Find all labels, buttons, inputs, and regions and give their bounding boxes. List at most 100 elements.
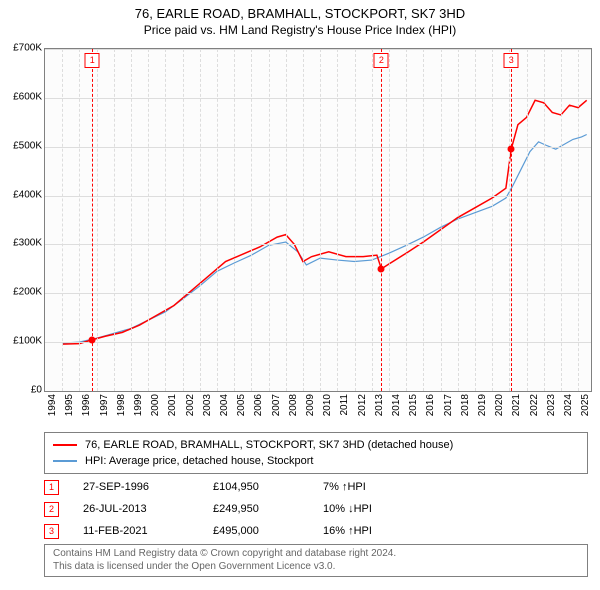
- sale-price: £495,000: [213, 525, 323, 537]
- y-tick-label: £100K: [4, 336, 42, 347]
- y-tick-label: £400K: [4, 189, 42, 200]
- chart-title: 76, EARLE ROAD, BRAMHALL, STOCKPORT, SK7…: [0, 6, 600, 21]
- legend-swatch: [53, 444, 77, 446]
- gridline-v: [561, 49, 562, 391]
- sale-row: 311-FEB-2021£495,00016%HPI: [44, 520, 443, 542]
- gridline-v: [303, 49, 304, 391]
- x-tick-label: 2004: [219, 394, 230, 424]
- gridline-v: [234, 49, 235, 391]
- sale-price: £249,950: [213, 503, 323, 515]
- sale-delta: 16%HPI: [323, 525, 443, 537]
- x-tick-label: 2005: [236, 394, 247, 424]
- gridline-v: [269, 49, 270, 391]
- sale-row-badge: 1: [44, 480, 59, 495]
- gridline-v: [337, 49, 338, 391]
- series-line: [62, 135, 587, 344]
- gridline-v: [423, 49, 424, 391]
- x-tick-label: 2023: [546, 394, 557, 424]
- legend-label: 76, EARLE ROAD, BRAMHALL, STOCKPORT, SK7…: [85, 439, 453, 451]
- gridline-v: [389, 49, 390, 391]
- sale-row: 2 26-JUL-2013£249,95010%HPI: [44, 498, 443, 520]
- gridline-v: [475, 49, 476, 391]
- x-tick-label: 2011: [339, 394, 350, 424]
- x-tick-label: 2014: [391, 394, 402, 424]
- sale-point-icon: [508, 146, 515, 153]
- series-line: [62, 100, 587, 344]
- gridline-v: [578, 49, 579, 391]
- x-tick-label: 2025: [580, 394, 591, 424]
- gridline-v: [441, 49, 442, 391]
- gridline-v: [183, 49, 184, 391]
- x-tick-label: 2020: [494, 394, 505, 424]
- gridline-v: [372, 49, 373, 391]
- sale-price: £104,950: [213, 481, 323, 493]
- legend-swatch: [53, 460, 77, 462]
- x-tick-label: 2000: [150, 394, 161, 424]
- chart-container: 76, EARLE ROAD, BRAMHALL, STOCKPORT, SK7…: [0, 0, 600, 590]
- gridline-v: [165, 49, 166, 391]
- gridline-v: [509, 49, 510, 391]
- gridline-v: [406, 49, 407, 391]
- plot-area: 123: [44, 48, 592, 392]
- sale-date: 26-JUL-2013: [83, 503, 213, 515]
- sale-marker-badge: 2: [374, 53, 389, 68]
- footer-line: Contains HM Land Registry data © Crown c…: [53, 548, 579, 561]
- x-tick-label: 2007: [271, 394, 282, 424]
- gridline-v: [79, 49, 80, 391]
- gridline-v: [217, 49, 218, 391]
- sale-row-badge: 2: [44, 502, 59, 517]
- gridline-v: [492, 49, 493, 391]
- x-tick-label: 2006: [253, 394, 264, 424]
- sale-marker-line: [511, 49, 512, 391]
- x-tick-label: 2016: [425, 394, 436, 424]
- sales-table: 1 27-SEP-1996£104,9507%HPI 2 26-JUL-2013£24…: [44, 476, 443, 542]
- legend-box: 76, EARLE ROAD, BRAMHALL, STOCKPORT, SK7…: [44, 432, 588, 474]
- sale-marker-line: [381, 49, 382, 391]
- sale-point-icon: [378, 265, 385, 272]
- gridline-v: [251, 49, 252, 391]
- x-tick-label: 2018: [460, 394, 471, 424]
- x-tick-label: 2002: [185, 394, 196, 424]
- chart-subtitle: Price paid vs. HM Land Registry's House …: [0, 23, 600, 37]
- gridline-v: [286, 49, 287, 391]
- x-tick-label: 1998: [116, 394, 127, 424]
- sale-point-icon: [89, 336, 96, 343]
- gridline-v: [62, 49, 63, 391]
- x-tick-label: 2021: [511, 394, 522, 424]
- x-tick-label: 1999: [133, 394, 144, 424]
- y-tick-label: £300K: [4, 238, 42, 249]
- y-tick-label: £0: [4, 385, 42, 396]
- x-tick-label: 2003: [202, 394, 213, 424]
- gridline-v: [355, 49, 356, 391]
- y-tick-label: £700K: [4, 43, 42, 54]
- title-block: 76, EARLE ROAD, BRAMHALL, STOCKPORT, SK7…: [0, 0, 600, 37]
- x-tick-label: 2008: [288, 394, 299, 424]
- sale-delta: 7%HPI: [323, 481, 443, 493]
- sale-date: 11-FEB-2021: [83, 525, 213, 537]
- x-tick-label: 2024: [563, 394, 574, 424]
- y-tick-label: £200K: [4, 287, 42, 298]
- gridline-v: [97, 49, 98, 391]
- x-tick-label: 2012: [357, 394, 368, 424]
- legend-item: 76, EARLE ROAD, BRAMHALL, STOCKPORT, SK7…: [53, 437, 579, 453]
- y-tick-label: £600K: [4, 91, 42, 102]
- x-tick-label: 1997: [99, 394, 110, 424]
- x-tick-label: 1995: [64, 394, 75, 424]
- gridline-v: [544, 49, 545, 391]
- gridline-v: [200, 49, 201, 391]
- legend-label: HPI: Average price, detached house, Stoc…: [85, 455, 314, 467]
- gridline-v: [527, 49, 528, 391]
- footer-attribution: Contains HM Land Registry data © Crown c…: [44, 544, 588, 577]
- gridline-v: [114, 49, 115, 391]
- sale-delta: 10%HPI: [323, 503, 443, 515]
- x-tick-label: 2022: [529, 394, 540, 424]
- x-tick-label: 2013: [374, 394, 385, 424]
- x-tick-label: 2001: [167, 394, 178, 424]
- gridline-v: [458, 49, 459, 391]
- x-tick-label: 2017: [443, 394, 454, 424]
- sale-date: 27-SEP-1996: [83, 481, 213, 493]
- y-tick-label: £500K: [4, 140, 42, 151]
- x-tick-label: 1994: [47, 394, 58, 424]
- x-tick-label: 2009: [305, 394, 316, 424]
- x-tick-label: 2010: [322, 394, 333, 424]
